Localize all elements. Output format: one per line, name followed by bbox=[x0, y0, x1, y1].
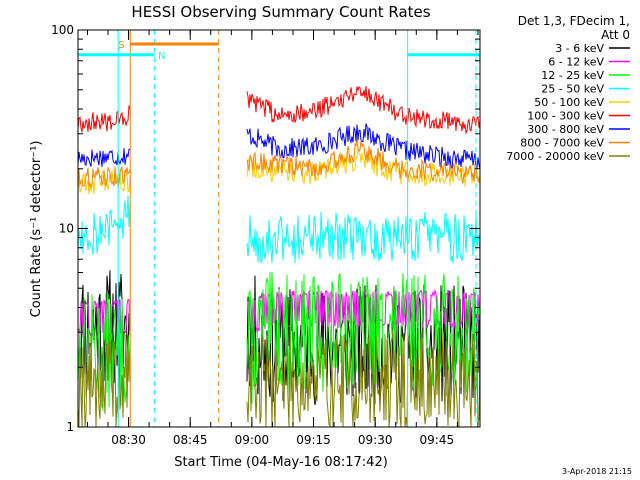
legend-label-3: 25 - 50 keV bbox=[541, 83, 604, 96]
legend-label-1: 6 - 12 keV bbox=[548, 56, 604, 69]
x-tick-label-0: 08:30 bbox=[111, 433, 146, 447]
x-tick-label-3: 09:15 bbox=[296, 433, 331, 447]
series-line-6 bbox=[77, 123, 481, 170]
data-layer bbox=[77, 85, 481, 429]
y-tick-label-2: 100 bbox=[51, 23, 74, 37]
legend-label-8: 7000 - 20000 keV bbox=[506, 150, 604, 163]
series-line-3 bbox=[77, 195, 481, 264]
legend-label-2: 12 - 25 keV bbox=[541, 69, 604, 82]
chart-title: HESSI Observing Summary Count Rates bbox=[131, 3, 430, 21]
legend-header-line-2: Att 0 bbox=[601, 28, 630, 42]
x-axis-label: Start Time (04-May-16 08:17:42) bbox=[174, 455, 388, 470]
axis-layer: 1 10 100 08:30 08:45 09:00 09:15 09:30 09:45 bbox=[51, 23, 480, 447]
legend-label-4: 50 - 100 keV bbox=[534, 96, 604, 109]
legend-label-6: 300 - 800 keV bbox=[527, 123, 604, 136]
flag-label-0: S bbox=[118, 40, 124, 51]
series-line-7 bbox=[77, 140, 481, 189]
y-axis-label: Count Rate (s⁻¹ detector⁻¹) bbox=[29, 141, 44, 318]
legend-label-7: 800 - 7000 keV bbox=[520, 137, 604, 150]
y-tick-label-1: 10 bbox=[59, 222, 74, 236]
series-line-8 bbox=[77, 329, 481, 429]
x-tick-label-4: 09:30 bbox=[358, 433, 393, 447]
x-tick-label-1: 08:45 bbox=[173, 433, 208, 447]
x-tick-label-2: 09:00 bbox=[235, 433, 270, 447]
x-tick-label-5: 09:45 bbox=[420, 433, 455, 447]
series-line-4 bbox=[77, 147, 481, 195]
footer-timestamp: 3-Apr-2018 21:15 bbox=[562, 467, 632, 476]
legend-label-0: 3 - 6 keV bbox=[555, 42, 604, 55]
legend-label-5: 100 - 300 keV bbox=[527, 110, 604, 123]
flag-label-1: N bbox=[158, 51, 165, 62]
legend-header-line-1: Det 1,3, FDecim 1, bbox=[518, 14, 630, 28]
series-line-5 bbox=[77, 85, 481, 135]
y-tick-label-0: 1 bbox=[66, 420, 74, 434]
overlay-layer: SN bbox=[78, 30, 480, 427]
